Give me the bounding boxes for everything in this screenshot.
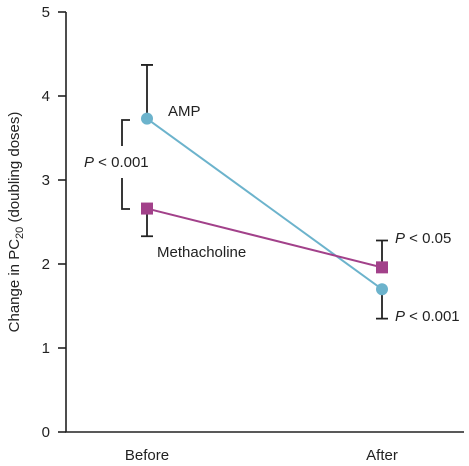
annotation-after-lower-p: P < 0.001 [395,308,460,325]
marker-amp-after [376,283,388,296]
y-tick-label-5: 5 [42,4,50,21]
y-axis-title-subscript: 20 [14,227,26,239]
x-ticks: Before After [125,447,398,464]
series-markers [141,112,388,296]
y-ticks: 0 1 2 3 4 5 [42,4,66,441]
x-tick-label-before: Before [125,447,169,464]
y-axis-title: Change in PC20 (doubling doses) [6,112,26,333]
y-axis-title-tail: (doubling doses) [6,112,23,227]
annotation-before-p-rest: < 0.001 [94,154,149,171]
errorbar-upper-0-0 [141,64,153,119]
y-tick-label-2: 2 [42,256,50,273]
series-label-methacholine: Methacholine [157,244,246,261]
annotation-after-lower-p-rest: < 0.001 [405,308,460,325]
annotation-after-upper-p-rest: < 0.05 [405,230,451,247]
series-label-amp: AMP [168,103,201,120]
annotation-after-lower-p-italic: P [395,308,405,325]
annotation-after-upper-p: P < 0.05 [395,230,451,247]
axes [65,12,464,433]
annotation-before-p: P < 0.001 [84,154,149,171]
y-tick-label-1: 1 [42,340,50,357]
y-axis-title-main: Change in PC [6,239,23,333]
marker-methacholine-before [141,202,153,215]
y-tick-label-3: 3 [42,172,50,189]
significance-bracket [121,119,130,210]
annotation-after-upper-p-italic: P [395,230,405,247]
marker-methacholine-after [376,261,388,274]
x-tick-label-after: After [366,447,398,464]
y-tick-label-0: 0 [42,424,50,441]
series-lines [146,117,383,291]
series-line-amp [146,117,383,291]
annotation-before-p-italic: P [84,154,94,171]
series-line-methacholine [146,207,383,269]
y-tick-label-4: 4 [42,88,50,105]
marker-amp-before [141,112,153,125]
